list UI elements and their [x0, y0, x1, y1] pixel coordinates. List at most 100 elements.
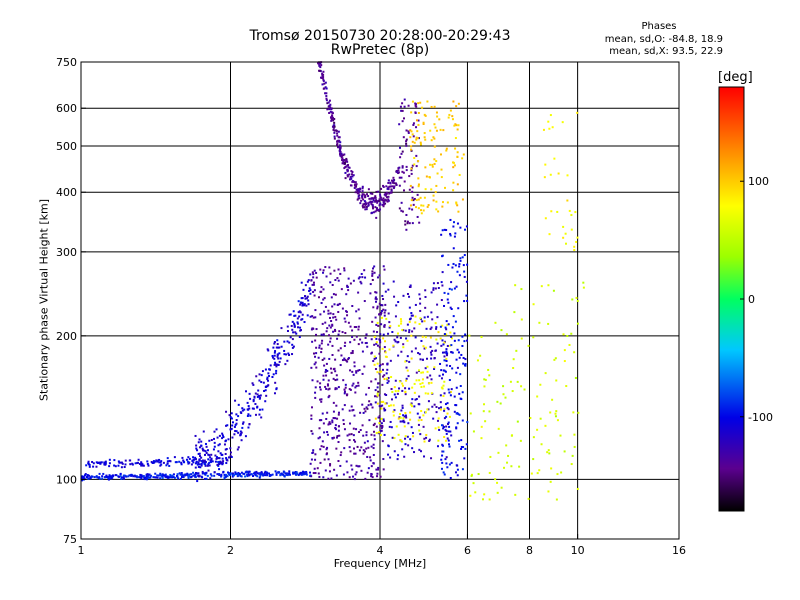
- data-point: [377, 324, 380, 327]
- data-point: [325, 95, 328, 98]
- data-point: [217, 460, 220, 463]
- data-point: [436, 419, 439, 422]
- data-point: [305, 304, 308, 307]
- data-point: [320, 347, 323, 350]
- data-point: [198, 452, 201, 455]
- data-point: [378, 209, 381, 212]
- data-point: [483, 385, 486, 388]
- data-point: [453, 410, 456, 413]
- data-point: [366, 193, 369, 196]
- data-point: [231, 436, 234, 439]
- data-point: [102, 472, 105, 475]
- data-point: [419, 358, 422, 361]
- data-point: [315, 346, 318, 349]
- data-point: [387, 332, 390, 335]
- data-point: [205, 451, 208, 454]
- y-tick-label: 750: [56, 56, 77, 69]
- data-point: [423, 316, 426, 319]
- data-point: [554, 357, 557, 360]
- data-point: [101, 477, 104, 480]
- data-point: [364, 201, 367, 204]
- data-point: [382, 201, 385, 204]
- data-point: [149, 476, 152, 479]
- data-point: [273, 354, 276, 357]
- data-point: [378, 394, 381, 397]
- data-point: [466, 339, 469, 342]
- data-point: [400, 440, 403, 443]
- data-point: [504, 396, 507, 399]
- data-point: [192, 456, 195, 459]
- data-point: [435, 208, 438, 211]
- data-point: [273, 357, 276, 360]
- data-point: [256, 472, 259, 475]
- data-point: [410, 426, 413, 429]
- data-point: [230, 417, 233, 420]
- data-point: [286, 340, 289, 343]
- data-point: [458, 274, 461, 277]
- data-point: [221, 434, 224, 437]
- data-point: [402, 294, 405, 297]
- data-point: [445, 357, 448, 360]
- data-point: [320, 302, 323, 305]
- data-point: [393, 437, 396, 440]
- data-point: [309, 292, 312, 295]
- data-point: [379, 195, 382, 198]
- data-point: [298, 472, 301, 475]
- data-point: [320, 351, 323, 354]
- data-point: [211, 460, 214, 463]
- data-point: [348, 166, 351, 169]
- data-point: [390, 191, 393, 194]
- data-point: [428, 176, 431, 179]
- data-point: [547, 120, 550, 123]
- data-point: [87, 460, 90, 463]
- data-point: [361, 424, 364, 427]
- data-point: [139, 476, 142, 479]
- data-point: [436, 316, 439, 319]
- data-point: [408, 320, 411, 323]
- data-point: [310, 458, 313, 461]
- data-point: [332, 126, 335, 129]
- data-point: [555, 379, 558, 382]
- data-point: [399, 105, 402, 108]
- data-point: [334, 424, 337, 427]
- data-point: [136, 476, 139, 479]
- data-point: [294, 314, 297, 317]
- data-point: [396, 458, 399, 461]
- data-point: [140, 461, 143, 464]
- data-point: [175, 461, 178, 464]
- data-point: [418, 221, 421, 224]
- data-point: [246, 475, 249, 478]
- data-point: [385, 402, 388, 405]
- data-point: [186, 460, 189, 463]
- data-point: [445, 333, 448, 336]
- data-point: [230, 456, 233, 459]
- data-point: [343, 390, 346, 393]
- data-point: [560, 471, 563, 474]
- data-point: [322, 378, 325, 381]
- data-point: [263, 390, 266, 393]
- data-point: [247, 408, 250, 411]
- data-point: [549, 114, 552, 117]
- data-point: [88, 477, 91, 480]
- data-point: [201, 461, 204, 464]
- data-point: [379, 424, 382, 427]
- data-point: [405, 129, 408, 132]
- data-point: [288, 313, 291, 316]
- data-point: [348, 446, 351, 449]
- data-point: [252, 407, 255, 410]
- data-point: [397, 332, 400, 335]
- data-point: [312, 276, 315, 279]
- data-point: [358, 449, 361, 452]
- data-point: [91, 460, 94, 463]
- data-point: [374, 297, 377, 300]
- data-point: [516, 380, 519, 383]
- data-point: [83, 474, 86, 477]
- data-point: [446, 423, 449, 426]
- data-point: [276, 353, 279, 356]
- data-point: [346, 471, 349, 474]
- data-point: [176, 476, 179, 479]
- data-point: [361, 196, 364, 199]
- data-point: [292, 472, 295, 475]
- data-point: [402, 117, 405, 120]
- data-point: [227, 473, 230, 476]
